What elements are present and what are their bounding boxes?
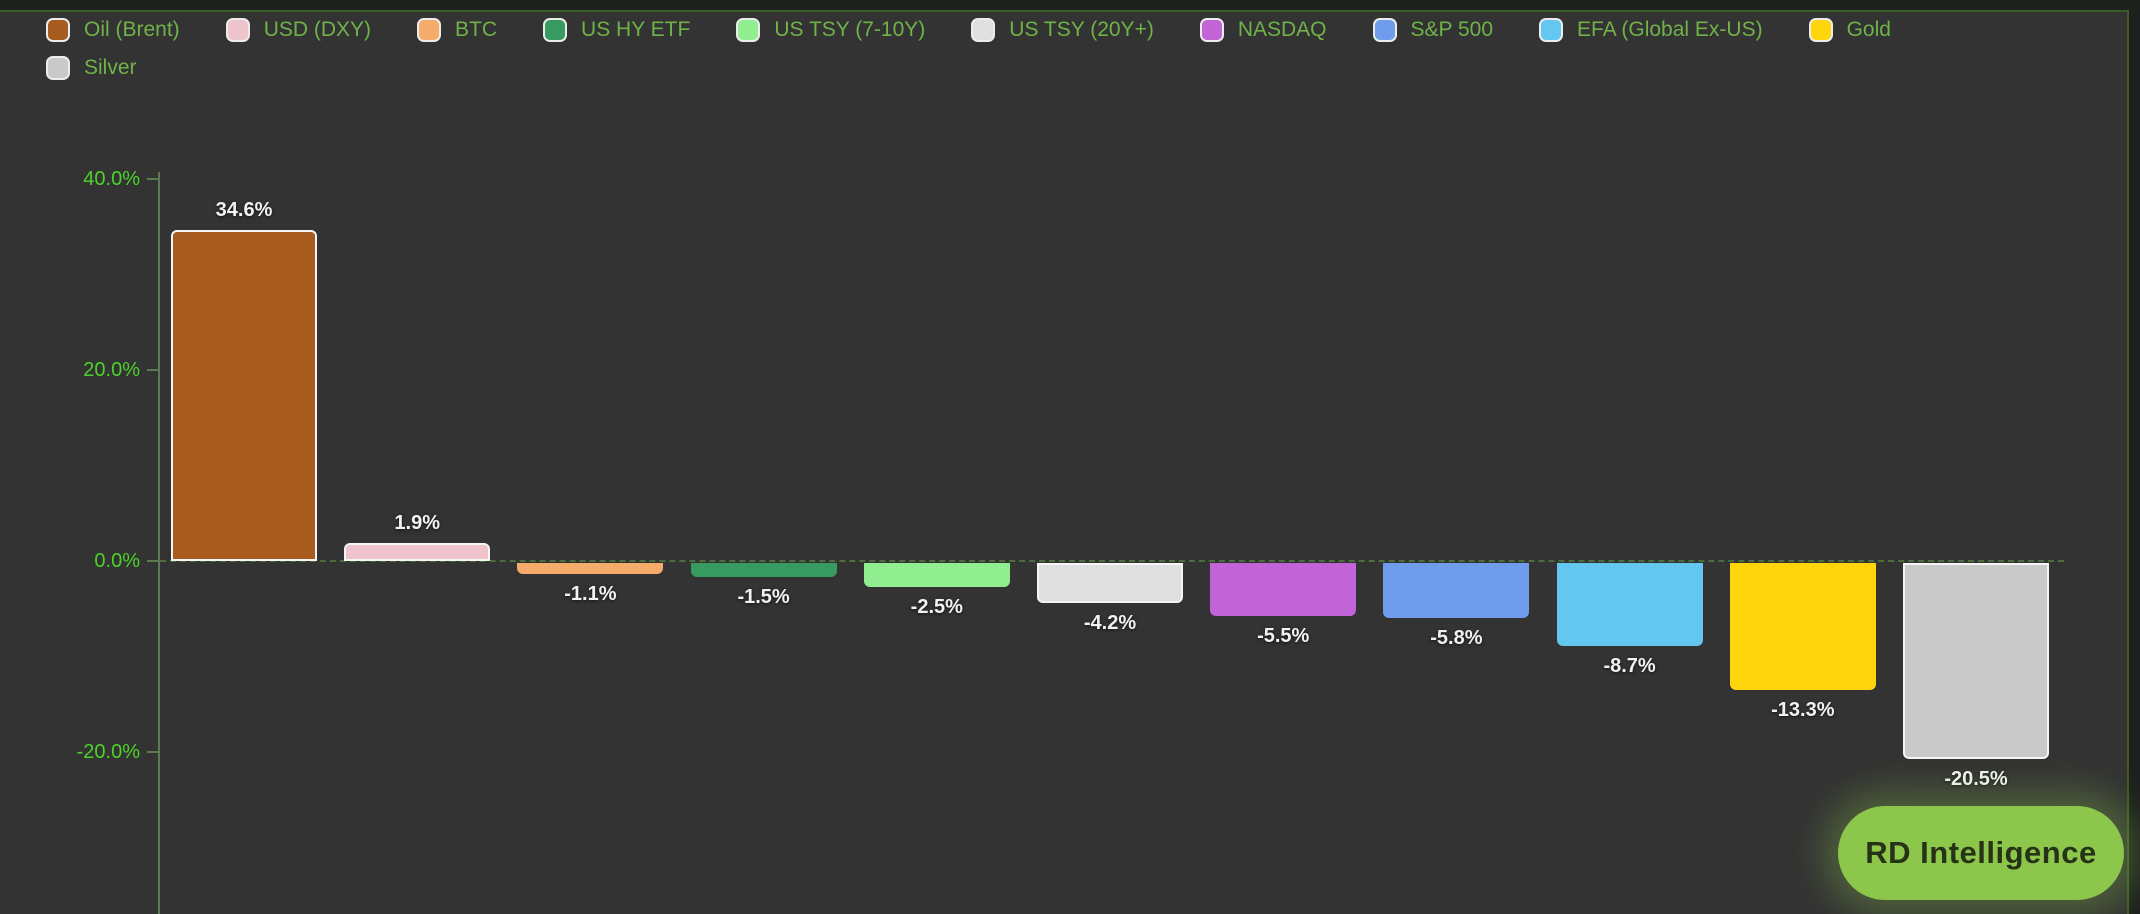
bar-silver [1903, 563, 2049, 759]
panel-top-strip [0, 0, 2140, 10]
bar-value-label-silver: -20.5% [1944, 767, 2008, 790]
bar-value-label-us-hy-etf: -1.5% [737, 586, 790, 609]
legend-swatch-s-p-500 [1372, 18, 1397, 42]
legend-label: S&P 500 [1410, 18, 1494, 41]
y-tick-mark [147, 560, 158, 562]
y-axis-line [158, 172, 160, 914]
legend-swatch-us-hy-etf [543, 18, 568, 42]
y-tick-label-20-0: 20.0% [83, 358, 140, 381]
y-tick-mark [147, 751, 158, 754]
y-tick-label-0-0: 0.0% [94, 550, 140, 572]
panel-right-strip [2129, 0, 2140, 914]
bar-value-label-efa-global-ex-us: -8.7% [1603, 655, 1656, 678]
panel-top-border [0, 10, 2140, 12]
rd-intelligence-label: RD Intelligence [1865, 835, 2097, 870]
bar-btc [517, 563, 664, 574]
legend-swatch-us-tsy-20y [971, 18, 996, 42]
legend-label: NASDAQ [1237, 18, 1327, 41]
bar-oil-brent [171, 230, 317, 561]
bar-value-label-usd-dxy: 1.9% [394, 511, 440, 534]
legend-label: US TSY (20Y+) [1009, 18, 1154, 41]
legend-item-s-p-500: S&P 500 [1372, 18, 1494, 42]
bar-gold [1729, 563, 1876, 691]
bar-nasdaq [1210, 563, 1357, 616]
bar-value-label-btc: -1.1% [564, 582, 617, 605]
bar-value-label-nasdaq: -5.5% [1257, 624, 1310, 647]
legend-item-us-hy-etf: US HY ETF [543, 18, 690, 42]
bar-us-tsy-20y [1037, 563, 1183, 604]
legend-swatch-silver [46, 56, 70, 80]
bar-value-label-us-tsy-7-10y: -2.5% [910, 595, 963, 618]
legend-swatch-gold [1808, 18, 1833, 42]
bar-value-label-gold: -13.3% [1771, 699, 1835, 722]
legend-label: US HY ETF [581, 18, 691, 41]
legend-label: USD (DXY) [263, 18, 372, 41]
bar-us-tsy-7-10y [863, 563, 1010, 587]
legend-item-us-tsy-7-10y: US TSY (7-10Y) [736, 18, 925, 42]
legend-label: US TSY (7-10Y) [774, 18, 926, 41]
zero-baseline [160, 560, 2064, 562]
legend-label: Oil (Brent) [84, 18, 180, 41]
chart-legend: Oil (Brent) USD (DXY) BTC US HY ETF US TSY (… [46, 18, 1891, 94]
bar-s-p-500 [1383, 563, 1530, 619]
legend-item-nasdaq: NASDAQ [1199, 18, 1327, 42]
y-tick-mark [147, 177, 158, 180]
y-tick-label-40-0: 40.0% [83, 167, 140, 190]
legend-label: Gold [1846, 18, 1891, 41]
legend-label: BTC [455, 18, 498, 41]
rd-intelligence-badge: RD Intelligence [1838, 806, 2124, 900]
legend-item-gold: Gold [1808, 18, 1891, 42]
legend-item-btc: BTC [417, 18, 497, 42]
legend-swatch-nasdaq [1199, 18, 1224, 42]
legend-label: EFA (Global Ex-US) [1577, 18, 1763, 41]
bar-us-hy-etf [690, 563, 837, 578]
legend-row-1: Oil (Brent) USD (DXY) BTC US HY ETF US TSY (… [46, 18, 1891, 42]
bar-efa-global-ex-us [1556, 563, 1703, 647]
legend-swatch-usd-dxy [225, 18, 250, 42]
legend-item-oil-brent: Oil (Brent) [46, 18, 180, 42]
bar-usd-dxy [344, 542, 491, 561]
bar-value-label-s-p-500: -5.8% [1430, 627, 1483, 650]
y-tick-label-20-0: -20.0% [76, 741, 140, 764]
legend-swatch-efa-global-ex-us [1539, 18, 1564, 42]
legend-row-2: Silver [46, 56, 1891, 80]
legend-item-usd-dxy: USD (DXY) [225, 18, 372, 42]
panel-right-border [2127, 10, 2129, 914]
legend-swatch-us-tsy-7-10y [736, 18, 761, 42]
bar-value-label-us-tsy-20y: -4.2% [1083, 612, 1137, 635]
legend-item-silver: Silver [46, 56, 137, 80]
legend-swatch-oil-brent [46, 18, 70, 42]
legend-swatch-btc [417, 18, 442, 42]
legend-item-efa-global-ex-us: EFA (Global Ex-US) [1539, 18, 1763, 42]
bar-value-label-oil-brent: 34.6% [215, 199, 273, 222]
legend-item-us-tsy-20y: US TSY (20Y+) [971, 18, 1154, 42]
y-tick-mark [147, 368, 158, 371]
legend-label: Silver [84, 56, 137, 79]
